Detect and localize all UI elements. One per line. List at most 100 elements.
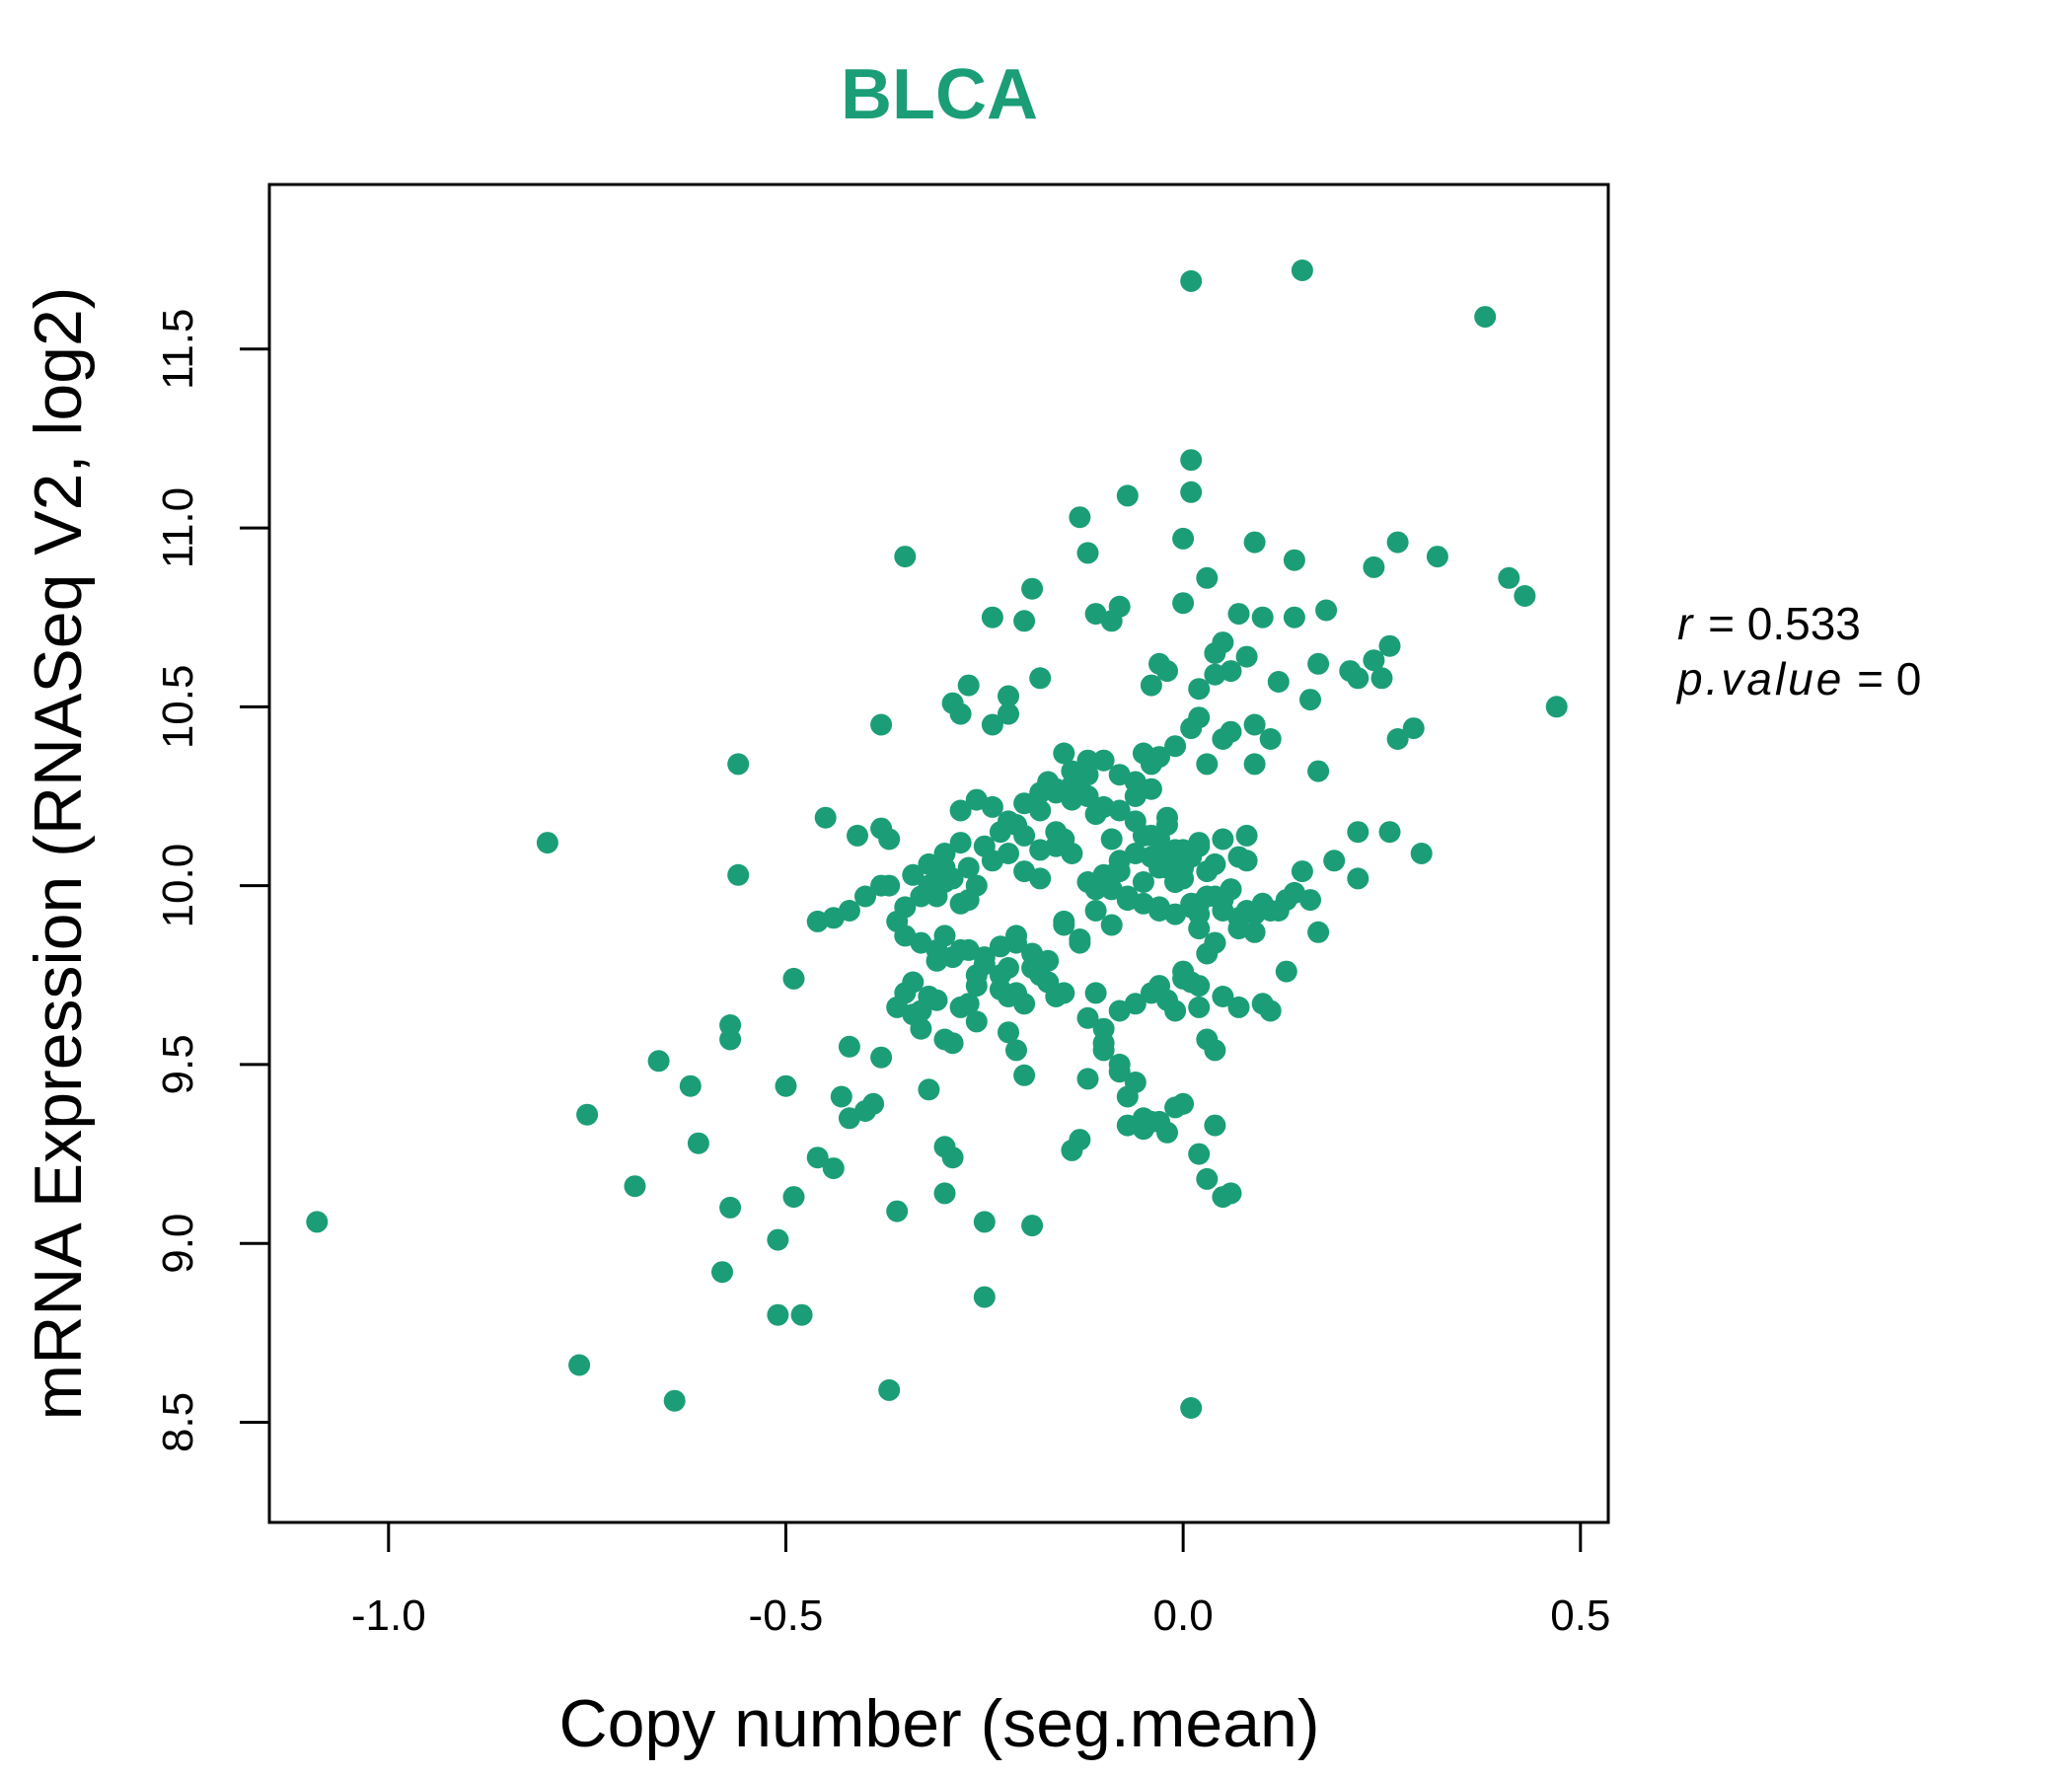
r-label: r [1677, 598, 1695, 649]
data-point [1284, 550, 1305, 571]
data-point [1474, 306, 1496, 328]
data-point [1379, 821, 1401, 843]
data-point [1307, 922, 1329, 943]
data-point [982, 850, 1003, 871]
data-point [1228, 997, 1250, 1018]
data-point [1387, 532, 1409, 554]
data-point [807, 911, 829, 932]
y-tick-label: 8.5 [154, 1392, 202, 1452]
data-point [894, 546, 916, 567]
data-point [1141, 778, 1162, 800]
data-point [1252, 893, 1274, 915]
data-point [1299, 889, 1321, 911]
data-point [537, 832, 558, 853]
data-point [1204, 932, 1225, 954]
data-point [1212, 631, 1233, 653]
data-point [1029, 667, 1051, 689]
data-point [862, 1093, 884, 1115]
data-point [998, 957, 1019, 979]
y-tick-label: 10.5 [154, 665, 202, 750]
data-point [1172, 528, 1194, 550]
data-point [878, 829, 900, 851]
data-point [1045, 778, 1067, 800]
data-point [1077, 750, 1099, 772]
data-point [1339, 660, 1361, 682]
data-point [934, 1029, 956, 1051]
data-point [1371, 667, 1393, 689]
data-point [1315, 600, 1337, 622]
data-point [1196, 567, 1218, 589]
data-point [1141, 753, 1162, 775]
data-point [839, 1036, 860, 1058]
data-point [974, 1287, 996, 1308]
data-point [576, 1104, 598, 1126]
data-point [910, 1018, 931, 1040]
data-point [950, 800, 972, 822]
data-point [306, 1211, 328, 1232]
data-point [1117, 1086, 1139, 1108]
x-tick-label: -1.0 [351, 1591, 426, 1640]
data-point [1045, 836, 1067, 857]
data-point [1101, 829, 1123, 851]
data-point [823, 1157, 845, 1179]
data-point [1411, 843, 1433, 864]
p-value-label: p.value [1675, 653, 1844, 704]
data-point [1292, 860, 1313, 882]
data-point [727, 864, 749, 886]
svg-text:r = 0.533: r = 0.533 [1677, 598, 1861, 649]
data-point [767, 1304, 788, 1326]
data-point [1180, 270, 1202, 292]
data-point [982, 607, 1003, 629]
data-point [776, 1075, 797, 1097]
data-point [625, 1175, 646, 1197]
data-point [1069, 506, 1090, 528]
data-point [1546, 696, 1568, 717]
data-point [1085, 900, 1107, 922]
data-point [1236, 646, 1258, 668]
data-point [711, 1261, 733, 1283]
data-point [1514, 585, 1535, 607]
data-point [1180, 481, 1202, 503]
data-point [1228, 603, 1250, 625]
data-point [1188, 832, 1210, 853]
data-point [680, 1075, 702, 1097]
y-tick-label: 10.0 [154, 844, 202, 928]
data-point [942, 693, 964, 714]
data-point [1196, 1168, 1218, 1190]
data-point [990, 979, 1011, 1000]
x-axis-title: Copy number (seg.mean) [558, 1686, 1319, 1761]
data-point [1156, 660, 1178, 682]
y-axis: 8.5 9.0 9.5 10.0 10.5 11.0 11.5 [154, 309, 269, 1452]
data-point [998, 1021, 1019, 1043]
data-point [1212, 728, 1233, 750]
data-point [719, 1197, 741, 1219]
data-point [1180, 972, 1202, 994]
data-point [878, 1379, 900, 1401]
data-point [1212, 829, 1233, 851]
data-point [918, 875, 939, 897]
data-point [1013, 1065, 1035, 1086]
data-point [934, 1182, 956, 1204]
data-point [1180, 717, 1202, 739]
data-point [942, 1147, 964, 1168]
data-point [1109, 1054, 1131, 1075]
data-point [1180, 449, 1202, 471]
y-tick-label: 9.0 [154, 1214, 202, 1274]
data-point [1005, 925, 1027, 946]
data-point [1188, 997, 1210, 1018]
data-point [1427, 546, 1448, 567]
data-point [847, 825, 868, 847]
data-point [1156, 814, 1178, 836]
data-point [1109, 596, 1131, 618]
data-point [1323, 850, 1345, 871]
data-point [1013, 610, 1035, 631]
data-point [664, 1390, 686, 1412]
data-point [1268, 671, 1290, 693]
data-point [1244, 714, 1266, 736]
data-point [1196, 753, 1218, 775]
data-point [1156, 990, 1178, 1011]
data-point [950, 939, 972, 961]
x-tick-label: 0.0 [1153, 1591, 1214, 1640]
data-points [306, 259, 1567, 1419]
data-point [1013, 860, 1035, 882]
